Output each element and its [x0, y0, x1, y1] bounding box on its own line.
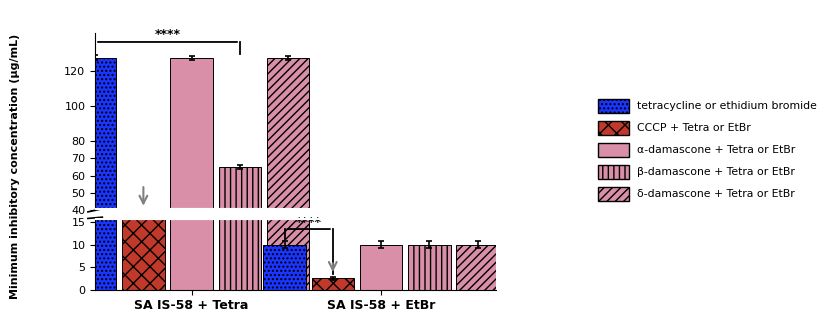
Text: ****: ****	[155, 28, 180, 41]
Bar	[263, 245, 306, 290]
Bar	[360, 245, 402, 290]
Bar	[267, 0, 309, 290]
Bar	[312, 275, 354, 280]
Bar	[360, 262, 402, 280]
Bar	[312, 278, 354, 290]
Bar	[457, 262, 499, 280]
Legend: tetracycline or ethidium bromide, CCCP + Tetra or EtBr, α-damascone + Tetra or E: tetracycline or ethidium bromide, CCCP +…	[594, 95, 821, 205]
Bar	[122, 248, 165, 280]
Bar	[170, 58, 213, 280]
Bar	[74, 0, 117, 290]
Bar	[218, 167, 261, 280]
Text: ****: ****	[295, 215, 322, 228]
Bar	[122, 209, 165, 290]
Bar	[267, 58, 309, 280]
Text: Minimum inhibitory concentration (μg/mL): Minimum inhibitory concentration (μg/mL)	[10, 34, 20, 299]
Bar	[263, 262, 306, 280]
Bar	[74, 58, 117, 280]
Bar	[170, 0, 213, 290]
Bar	[218, 0, 261, 290]
Bar	[457, 245, 499, 290]
Bar	[408, 245, 451, 290]
Bar	[408, 262, 451, 280]
